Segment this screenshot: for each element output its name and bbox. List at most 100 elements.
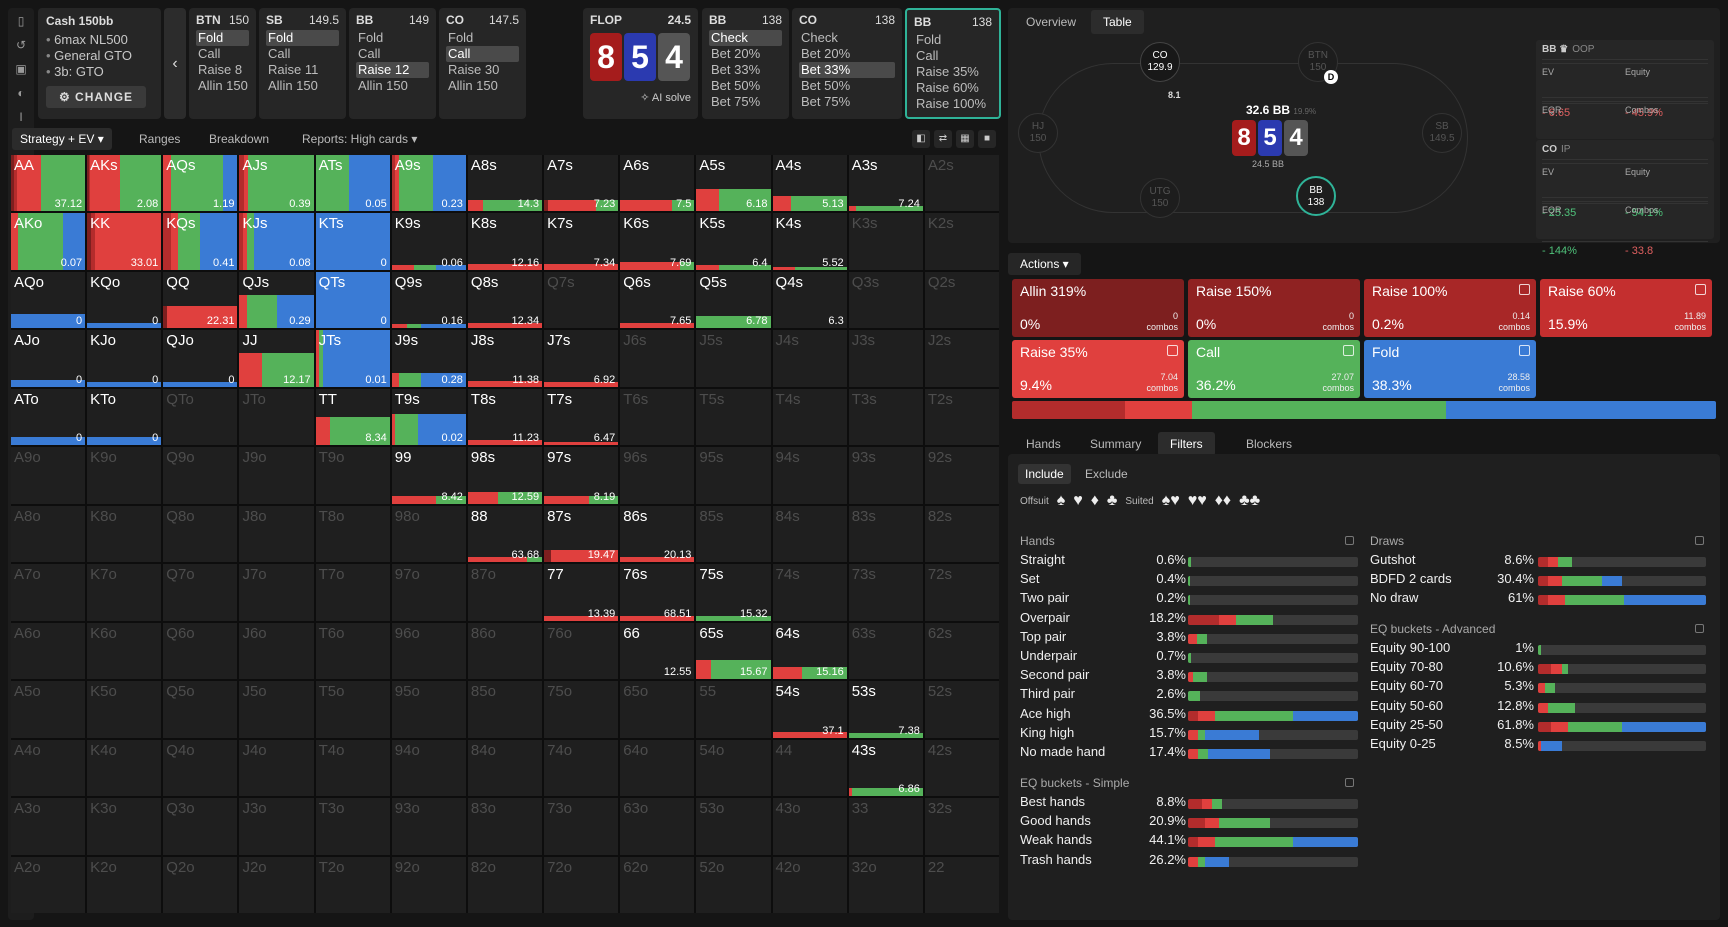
hand-cell[interactable]: K2s (924, 213, 999, 270)
hand-cell[interactable]: 98o (391, 505, 466, 563)
hand-cell[interactable]: J2s (924, 330, 999, 387)
grid-icon[interactable]: ▦ (956, 130, 974, 148)
hand-cell[interactable]: A7s 7.23 (544, 155, 619, 212)
history-icon[interactable]: ↺ (15, 38, 27, 52)
filter-row[interactable]: Best hands 8.8% (1020, 794, 1360, 813)
previous-street-button[interactable]: ‹ (164, 8, 186, 119)
action-option[interactable]: Call (198, 46, 221, 61)
hand-cell[interactable]: K6o (87, 622, 162, 680)
hand-cell[interactable]: 75o (544, 681, 619, 738)
hand-cell[interactable]: Q7o (163, 564, 238, 621)
actions-dropdown[interactable]: Actions ▾ (1008, 253, 1081, 275)
hand-cell[interactable]: T3s (848, 388, 923, 446)
hand-cell[interactable]: Q6o (163, 622, 238, 680)
hand-cell[interactable]: 73o (544, 798, 619, 855)
filter-row[interactable]: Top pair 3.8% (1020, 629, 1360, 648)
filter-row[interactable]: Two pair 0.2% (1020, 590, 1360, 609)
hand-cell[interactable]: 93s (848, 447, 923, 504)
action-button[interactable]: Allin 319% 0% 0 combos (1012, 279, 1184, 337)
action-option[interactable]: Fold (916, 32, 942, 47)
action-option[interactable]: Allin 150 (268, 78, 318, 93)
filter-row[interactable]: No made hand 17.4% (1020, 744, 1360, 763)
tab-filters[interactable]: Filters (1158, 432, 1215, 456)
hand-cell[interactable]: 96s (620, 447, 695, 504)
hand-cell[interactable]: 64s 15.16 (772, 622, 847, 680)
hand-cell[interactable]: T9o (315, 447, 390, 504)
hand-cell[interactable]: J9s 0.28 (391, 330, 466, 387)
hand-cell[interactable]: K2o (87, 856, 162, 913)
hand-cell[interactable]: 82s (924, 505, 999, 563)
filter-row[interactable]: Equity 60-70 5.3% (1370, 678, 1710, 697)
include-toggle[interactable]: Include (1018, 464, 1071, 484)
hand-cell[interactable]: J6o (239, 622, 314, 680)
action-option[interactable]: Allin 150 (198, 78, 248, 93)
hand-cell[interactable]: T5s (696, 388, 771, 446)
hand-cell[interactable]: 52s (924, 681, 999, 738)
hand-cell[interactable]: Q9s 0.16 (391, 271, 466, 329)
filter-row[interactable]: No draw 61% (1370, 590, 1710, 609)
action-option[interactable]: Bet 75% (711, 94, 761, 109)
action-option[interactable]: Check (801, 30, 838, 45)
hand-cell[interactable]: J3s (848, 330, 923, 387)
hand-cell[interactable]: 76o (544, 622, 619, 680)
hand-cell[interactable]: A8o (11, 505, 86, 563)
hand-cell[interactable]: T8s 11.23 (467, 388, 543, 446)
hand-cell[interactable]: 84o (467, 739, 543, 797)
grid-tab[interactable]: Strategy + EV ▾ (12, 128, 112, 150)
hand-cell[interactable]: 33 (848, 798, 923, 855)
hand-cell[interactable]: K7s 7.34 (544, 213, 619, 270)
tab-table[interactable]: Table (1091, 10, 1144, 34)
hand-cell[interactable]: J7o (239, 564, 314, 621)
hand-cell[interactable]: ATs 0.05 (315, 155, 390, 212)
hand-cell[interactable]: K7o (87, 564, 162, 621)
hand-cell[interactable]: 83s (848, 505, 923, 563)
filter-row[interactable]: Ace high 36.5% (1020, 706, 1360, 725)
hand-cell[interactable]: 54s 37.1 (772, 681, 847, 738)
hand-cell[interactable]: 44 (772, 739, 847, 797)
action-button[interactable]: Raise 60% 15.9% 11.89 combos (1540, 279, 1712, 337)
action-option[interactable]: Bet 33% (799, 62, 895, 78)
hand-cell[interactable]: 83o (467, 798, 543, 855)
hand-cell[interactable]: Q2o (163, 856, 238, 913)
hand-cell[interactable]: 94o (391, 739, 466, 797)
hand-cell[interactable]: A3o (11, 798, 86, 855)
action-option[interactable]: Bet 33% (711, 62, 761, 77)
hand-cell[interactable]: T6s (620, 388, 695, 446)
save-icon[interactable]: ▣ (15, 62, 27, 76)
hand-cell[interactable]: QTo (163, 388, 238, 446)
hand-cell[interactable]: 73s (848, 564, 923, 621)
filter-row[interactable]: BDFD 2 cards 30.4% (1370, 571, 1710, 590)
action-option[interactable]: Raise 12 (356, 62, 429, 78)
hand-cell[interactable]: K8o (87, 505, 162, 563)
hand-cell[interactable]: 97s 8.19 (544, 447, 619, 504)
hand-cell[interactable]: 64o (620, 739, 695, 797)
hand-cell[interactable]: AKo 0.07 (11, 213, 86, 270)
hand-cell[interactable]: K9s 0.06 (391, 213, 466, 270)
filter-row[interactable]: Equity 25-50 61.8% (1370, 717, 1710, 736)
hand-cell[interactable]: J2o (239, 856, 314, 913)
suited-filter[interactable]: ♦♦ (1214, 492, 1232, 509)
tab-summary[interactable]: Summary (1090, 437, 1142, 451)
action-option[interactable]: Fold (358, 30, 384, 45)
grid-tab[interactable]: Reports: High cards ▾ (302, 132, 418, 146)
hand-cell[interactable]: Q4s 6.3 (772, 271, 847, 329)
hand-cell[interactable]: Q9o (163, 447, 238, 504)
hand-cell[interactable]: AJo 0 (11, 330, 86, 387)
action-option[interactable]: Fold (266, 30, 339, 46)
hand-cell[interactable]: KTs 0 (315, 213, 390, 270)
change-button[interactable]: ⚙ CHANGE (46, 86, 146, 108)
action-option[interactable]: Raise 11 (268, 62, 319, 77)
action-option[interactable]: Allin 150 (448, 78, 498, 93)
hand-cell[interactable]: 43s 6.86 (848, 739, 923, 797)
hand-cell[interactable]: KK 33.01 (87, 213, 162, 270)
hand-cell[interactable]: 93o (391, 798, 466, 855)
hand-cell[interactable]: K5s 6.4 (696, 213, 771, 270)
action-option[interactable]: Bet 50% (801, 78, 851, 93)
action-option[interactable]: Call (268, 46, 291, 61)
action-option[interactable]: Raise 8 (198, 62, 243, 77)
hand-cell[interactable]: K3s (848, 213, 923, 270)
hand-cell[interactable]: A7o (11, 564, 86, 621)
hand-cell[interactable]: 75s 15.32 (696, 564, 771, 621)
hand-cell[interactable]: 53s 7.38 (848, 681, 923, 738)
hand-cell[interactable]: 53o (696, 798, 771, 855)
